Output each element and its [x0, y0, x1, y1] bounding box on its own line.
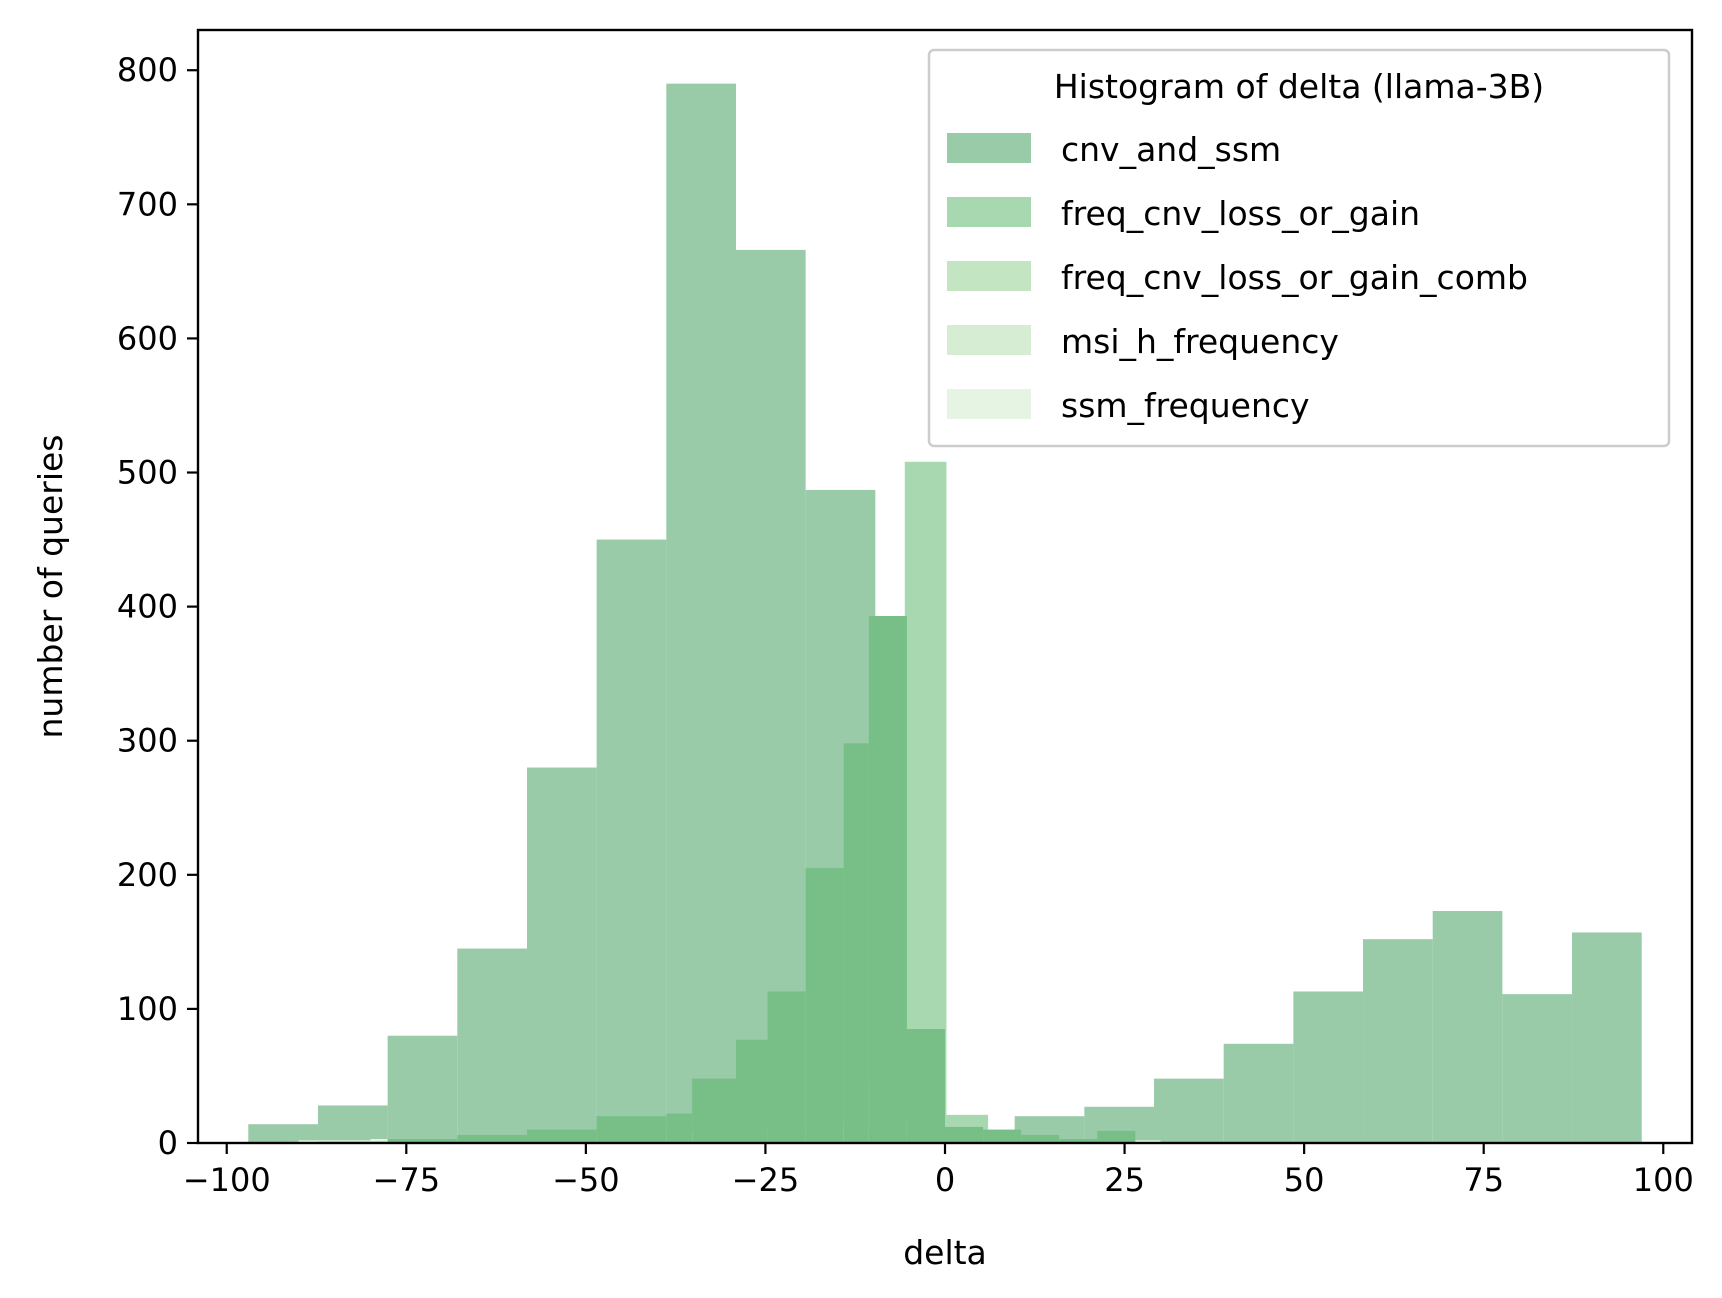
bar-cnv-and-ssm: [526, 767, 597, 1143]
bar-overlap: [457, 1134, 527, 1143]
x-tick-label: −100: [183, 1161, 271, 1199]
x-tick-label: 25: [1104, 1161, 1145, 1199]
bar-overlap: [868, 616, 907, 1143]
y-axis-title: number of queries: [31, 435, 70, 739]
bar-overlap: [1021, 1134, 1060, 1143]
x-tick-label: 75: [1463, 1161, 1504, 1199]
legend-label: freq_cnv_loss_or_gain: [1061, 194, 1420, 233]
y-tick-label: 300: [117, 722, 178, 760]
x-tick-label: −50: [552, 1161, 620, 1199]
bar-cnv-and-ssm: [1363, 939, 1433, 1143]
bar-overlap: [735, 1039, 768, 1143]
histogram-bars: [248, 83, 1642, 1144]
bar-overlap: [906, 1029, 945, 1143]
axes: −100 −75 −50 −25 0 25 50 75 100 0 100 200 300 400 500 6…: [117, 28, 1694, 1199]
bar-cnv-and-ssm: [387, 1035, 458, 1143]
x-tick-label: −75: [373, 1161, 441, 1199]
bar-overlap: [526, 1129, 597, 1143]
bar-cnv-and-ssm: [1432, 911, 1503, 1143]
legend-swatch: [947, 389, 1031, 419]
bar-overlap: [666, 1113, 693, 1143]
bar-overlap: [945, 1126, 984, 1143]
x-tick-label: 50: [1284, 1161, 1325, 1199]
legend-label: ssm_frequency: [1061, 386, 1310, 425]
bar-cnv-and-ssm: [1154, 1078, 1224, 1143]
bar-cnv-and-ssm: [1223, 1043, 1294, 1143]
bar-overlap: [1059, 1138, 1098, 1143]
bar-overlap: [387, 1138, 458, 1143]
series-overlap: [317, 616, 1136, 1143]
bar-overlap: [805, 868, 844, 1143]
legend-swatch: [947, 133, 1031, 163]
y-tick-label: 600: [117, 319, 178, 357]
y-tick-label: 800: [117, 51, 178, 89]
bar-cnv-and-ssm: [666, 83, 736, 1144]
y-tick-label: 400: [117, 588, 178, 626]
bar-cnv-and-ssm: [1502, 994, 1573, 1143]
bar-cnv-and-ssm: [457, 948, 527, 1143]
bar-cnv-and-ssm: [248, 1124, 318, 1143]
bar-overlap: [843, 743, 869, 1143]
bar-overlap: [596, 1116, 667, 1143]
legend-swatch: [947, 325, 1031, 355]
x-tick-label: 100: [1633, 1161, 1694, 1199]
y-tick-label: 100: [117, 990, 178, 1028]
legend-title: Histogram of delta (llama-3B): [1054, 67, 1544, 106]
bar-cnv-and-ssm: [317, 1105, 388, 1143]
y-tick-label: 200: [117, 856, 178, 894]
legend-label: freq_cnv_loss_or_gain_comb: [1061, 258, 1528, 297]
legend-swatch: [947, 197, 1031, 227]
x-axis-title: delta: [903, 1233, 987, 1272]
x-tick-label: 0: [935, 1161, 955, 1199]
bar-cnv-and-ssm: [596, 539, 667, 1143]
legend-label: msi_h_frequency: [1061, 322, 1339, 361]
bar-cnv-and-ssm: [1572, 932, 1642, 1143]
bar-overlap: [692, 1078, 736, 1143]
y-tick-label: 500: [117, 454, 178, 492]
bar-overlap: [983, 1129, 1022, 1143]
bar-overlap: [1097, 1130, 1136, 1143]
bar-overlap: [767, 991, 806, 1143]
x-tick-label: −25: [732, 1161, 800, 1199]
legend-label: cnv_and_ssm: [1061, 130, 1281, 169]
legend-frame: [927, 48, 1671, 448]
bar-cnv-and-ssm: [1293, 991, 1364, 1143]
legend: Histogram of delta (llama-3B) cnv_and_ss…: [927, 48, 1671, 448]
y-tick-label: 700: [117, 185, 178, 223]
legend-swatch: [947, 261, 1031, 291]
y-tick-label: 0: [158, 1124, 178, 1162]
